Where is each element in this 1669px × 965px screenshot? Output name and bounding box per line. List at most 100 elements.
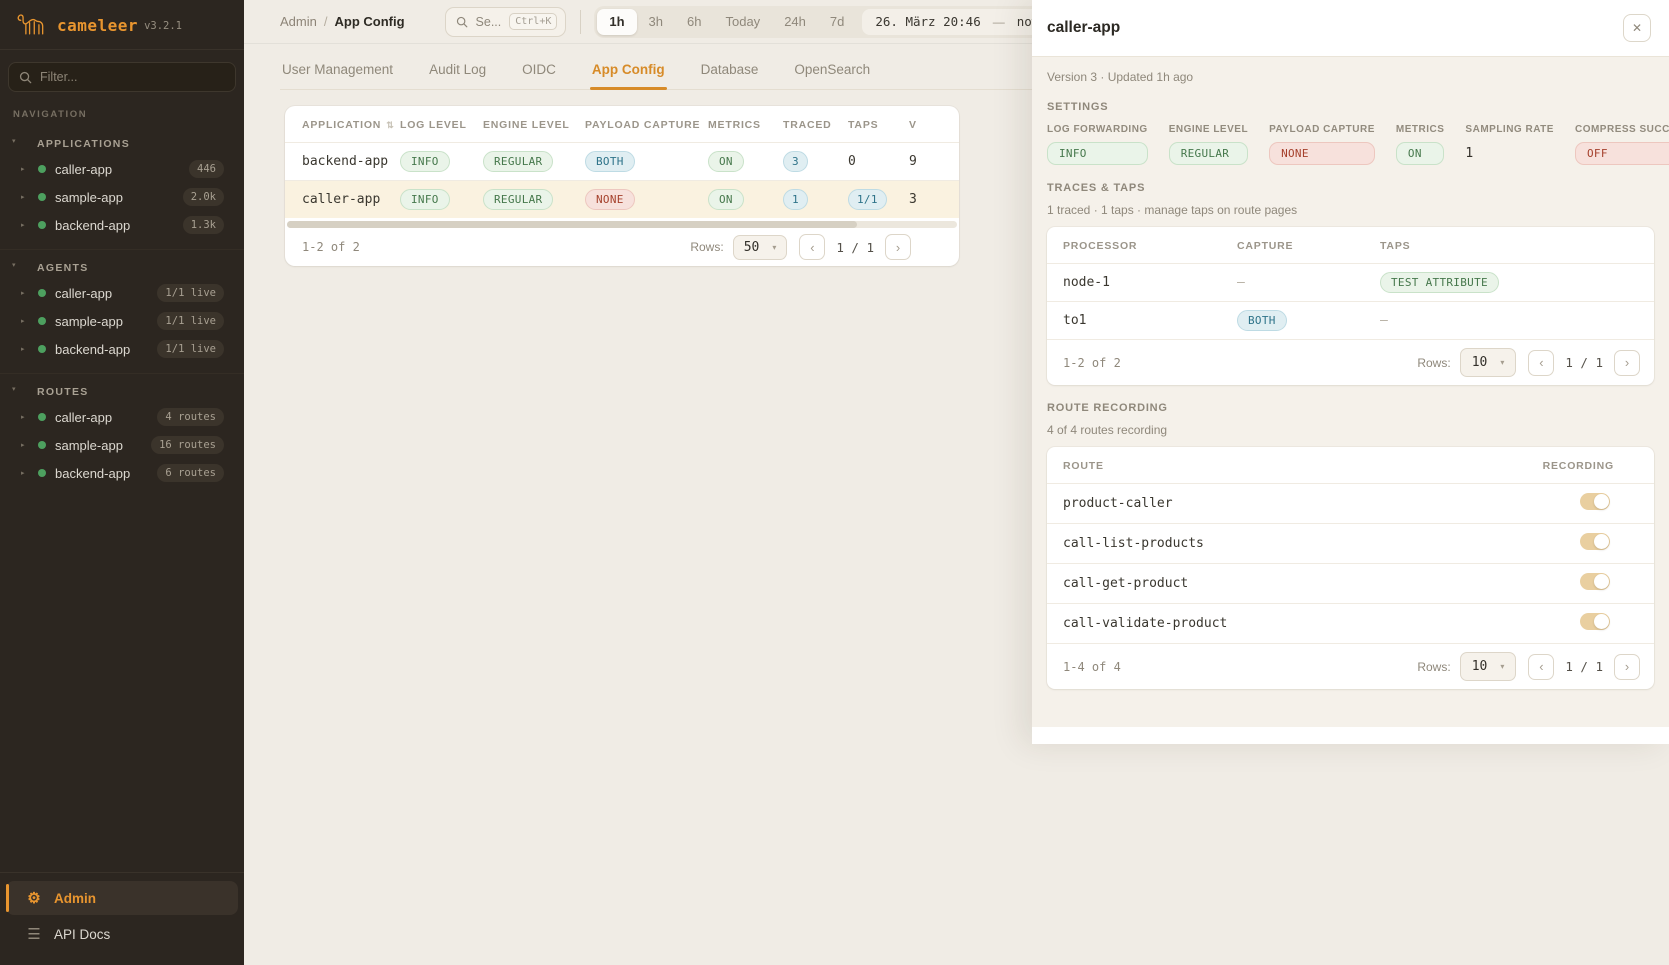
sidebar-item-applications-backend-app[interactable]: ▸ backend-app 1.3k bbox=[0, 211, 244, 239]
section-header-applications[interactable]: ▾ APPLICATIONS bbox=[12, 138, 130, 150]
sidebar-item-routes-caller-app[interactable]: ▸ caller-app 4 routes bbox=[0, 403, 244, 431]
chevron-right-icon[interactable]: ▸ bbox=[21, 166, 25, 173]
time-range-today[interactable]: Today bbox=[725, 14, 761, 29]
row-range: 1-2 of 2 bbox=[302, 240, 360, 254]
count-badge: 446 bbox=[189, 160, 224, 178]
sidebar-item-routes-backend-app[interactable]: ▸ backend-app 6 routes bbox=[0, 459, 244, 487]
route-row-call-list-products: call-list-products bbox=[1047, 523, 1654, 563]
chevron-right-icon[interactable]: ▸ bbox=[21, 318, 25, 325]
traces-taps-heading: TRACES & TAPS bbox=[1047, 182, 1146, 194]
sidebar-item-applications-caller-app[interactable]: ▸ caller-app 446 bbox=[0, 155, 244, 183]
metrics-pill: ON bbox=[708, 189, 744, 210]
search-icon bbox=[456, 16, 467, 27]
log-level-pill: INFO bbox=[400, 151, 450, 172]
time-range-24h[interactable]: 24h bbox=[784, 14, 806, 29]
status-dot bbox=[38, 413, 46, 421]
close-icon: ✕ bbox=[1631, 21, 1643, 35]
sidebar: cameleer v3.2.1 Filter... NAVIGATION ▾ A… bbox=[0, 0, 244, 965]
field-sampling-rate: SAMPLING RATE 1 bbox=[1465, 124, 1554, 165]
column-header-capture: CAPTURE bbox=[1237, 240, 1294, 252]
version-value: 9 bbox=[909, 154, 917, 169]
rows-per-page-select[interactable]: 10 ▾ bbox=[1459, 652, 1517, 681]
chevron-right-icon[interactable]: ▸ bbox=[21, 470, 25, 477]
field-metrics: METRICS ON bbox=[1395, 124, 1445, 165]
table-row-caller-app[interactable]: caller-app INFO REGULAR NONE ON 1 1/1 3 bbox=[285, 180, 959, 218]
chevron-down-icon: ▾ bbox=[772, 242, 777, 252]
metrics-pill: ON bbox=[1395, 142, 1445, 165]
tab-app-config[interactable]: App Config bbox=[589, 55, 667, 90]
recording-toggle[interactable] bbox=[1580, 532, 1610, 550]
date-range-picker[interactable]: 26. März 20:46 — now bbox=[862, 8, 1053, 35]
divider bbox=[580, 9, 582, 34]
admin-tabs: User Management Audit Log OIDC App Confi… bbox=[280, 55, 1669, 90]
compress-success-pill: OFF bbox=[1574, 142, 1669, 165]
chevron-right-icon[interactable]: ▸ bbox=[21, 194, 25, 201]
sidebar-item-applications-sample-app[interactable]: ▸ sample-app 2.0k bbox=[0, 183, 244, 211]
panel-title: caller-app bbox=[1047, 19, 1121, 36]
sidebar-item-api-docs[interactable]: ☰ API Docs bbox=[6, 917, 238, 951]
recording-toggle[interactable] bbox=[1580, 492, 1610, 510]
camel-logo-icon bbox=[17, 14, 44, 35]
chevron-down-icon: ▾ bbox=[12, 386, 16, 393]
horizontal-scrollbar bbox=[287, 221, 957, 228]
table-header-row: ROUTE RECORDING bbox=[1047, 447, 1654, 483]
sort-icon: ⇅ bbox=[386, 120, 395, 130]
status-dot bbox=[38, 345, 46, 353]
next-page-button[interactable]: › bbox=[1614, 349, 1640, 376]
section-header-agents[interactable]: ▾ AGENTS bbox=[12, 262, 89, 274]
chevron-down-icon: ▾ bbox=[12, 138, 16, 145]
time-range-6h[interactable]: 6h bbox=[687, 14, 702, 29]
chevron-right-icon[interactable]: ▸ bbox=[21, 346, 25, 353]
app-config-table-card: APPLICATION ⇅ LOG LEVEL ENGINE LEVEL PAYL… bbox=[285, 106, 959, 266]
status-dot bbox=[38, 165, 46, 173]
table-footer: 1-2 of 2 Rows: 50 ▾ ‹ 1 / 1 › bbox=[285, 230, 959, 266]
table-row-backend-app[interactable]: backend-app INFO REGULAR BOTH ON 3 0 9 bbox=[285, 142, 959, 180]
sidebar-item-routes-sample-app[interactable]: ▸ sample-app 16 routes bbox=[0, 431, 244, 459]
column-header-application[interactable]: APPLICATION ⇅ bbox=[302, 119, 395, 131]
scrollbar-thumb[interactable] bbox=[287, 221, 857, 228]
breadcrumb-parent[interactable]: Admin bbox=[280, 14, 317, 29]
tab-user-management[interactable]: User Management bbox=[282, 62, 394, 77]
sidebar-item-agents-sample-app[interactable]: ▸ sample-app 1/1 live bbox=[0, 307, 244, 335]
rows-per-page-select[interactable]: 10 ▾ bbox=[1459, 348, 1517, 377]
table-footer: 1-4 of 4 Rows: 10 ▾ ‹ 1 / 1 › bbox=[1047, 643, 1654, 689]
recording-toggle[interactable] bbox=[1580, 572, 1610, 590]
chevron-right-icon[interactable]: ▸ bbox=[21, 414, 25, 421]
table-header-row: PROCESSOR CAPTURE TAPS bbox=[1047, 227, 1654, 263]
sidebar-item-agents-backend-app[interactable]: ▸ backend-app 1/1 live bbox=[0, 335, 244, 363]
traced-pill: 1 bbox=[783, 189, 808, 210]
recording-toggle[interactable] bbox=[1580, 612, 1610, 630]
time-range-7d[interactable]: 7d bbox=[829, 14, 845, 29]
tab-audit-log[interactable]: Audit Log bbox=[429, 62, 487, 77]
log-forwarding-pill: INFO bbox=[1047, 142, 1148, 165]
sidebar-item-admin[interactable]: ⚙ Admin bbox=[6, 881, 238, 915]
prev-page-button[interactable]: ‹ bbox=[1528, 653, 1555, 680]
section-header-routes[interactable]: ▾ ROUTES bbox=[12, 386, 89, 398]
next-page-button[interactable]: › bbox=[885, 234, 911, 260]
chevron-right-icon[interactable]: ▸ bbox=[21, 222, 25, 229]
tab-oidc[interactable]: OIDC bbox=[522, 62, 556, 77]
rows-per-page-select[interactable]: 50 ▾ bbox=[732, 234, 788, 260]
time-range-1h[interactable]: 1h bbox=[597, 8, 637, 35]
tab-opensearch[interactable]: OpenSearch bbox=[794, 62, 871, 77]
chevron-right-icon[interactable]: ▸ bbox=[21, 290, 25, 297]
tab-database[interactable]: Database bbox=[700, 62, 759, 77]
next-page-button[interactable]: › bbox=[1614, 653, 1640, 680]
sidebar-footer: ⚙ Admin ☰ API Docs bbox=[0, 872, 244, 965]
status-dot bbox=[38, 221, 46, 229]
chevron-right-icon[interactable]: ▸ bbox=[21, 442, 25, 449]
filter-input[interactable]: Filter... bbox=[8, 62, 236, 92]
time-range-3h[interactable]: 3h bbox=[648, 14, 664, 29]
menu-icon: ☰ bbox=[27, 926, 41, 943]
status-dot bbox=[38, 317, 46, 325]
prev-page-button[interactable]: ‹ bbox=[799, 234, 826, 260]
live-badge: 1/1 live bbox=[157, 312, 224, 330]
payload-capture-pill: NONE bbox=[585, 189, 635, 210]
nav-section-label: NAVIGATION bbox=[13, 109, 88, 120]
sidebar-item-agents-caller-app[interactable]: ▸ caller-app 1/1 live bbox=[0, 279, 244, 307]
app-version: v3.2.1 bbox=[144, 20, 182, 32]
prev-page-button[interactable]: ‹ bbox=[1528, 349, 1555, 376]
global-search-input[interactable]: Se... Ctrl+K bbox=[444, 6, 567, 37]
live-badge: 1/1 live bbox=[157, 340, 224, 358]
close-button[interactable]: ✕ bbox=[1623, 14, 1651, 42]
